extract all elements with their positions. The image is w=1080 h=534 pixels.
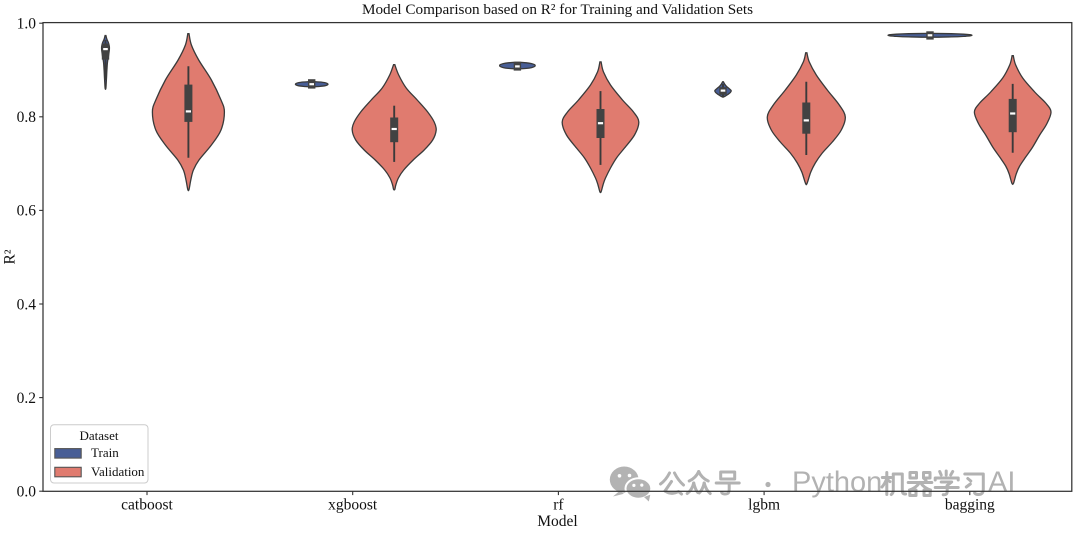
svg-text:0.8: 0.8 [17,109,37,126]
svg-text:catboost: catboost [121,497,173,514]
svg-text:1.0: 1.0 [17,16,37,33]
svg-text:0.2: 0.2 [17,390,36,407]
svg-text:Model Comparison based on R² f: Model Comparison based on R² for Trainin… [362,1,753,18]
svg-text:Train: Train [91,445,119,460]
svg-text:xgboost: xgboost [328,497,378,514]
svg-text:R²: R² [2,249,19,264]
svg-text:Python: Python [792,466,882,498]
svg-text:bagging: bagging [945,497,995,514]
svg-text:0.4: 0.4 [17,296,37,313]
svg-text:rf: rf [553,497,564,514]
svg-text:lgbm: lgbm [748,497,780,514]
svg-text:AI: AI [988,466,1015,498]
svg-text:Model: Model [537,513,577,529]
svg-text:Validation: Validation [91,464,145,479]
svg-text:Dataset: Dataset [80,428,119,443]
svg-text:0.0: 0.0 [17,484,37,501]
svg-text:0.6: 0.6 [17,203,37,220]
